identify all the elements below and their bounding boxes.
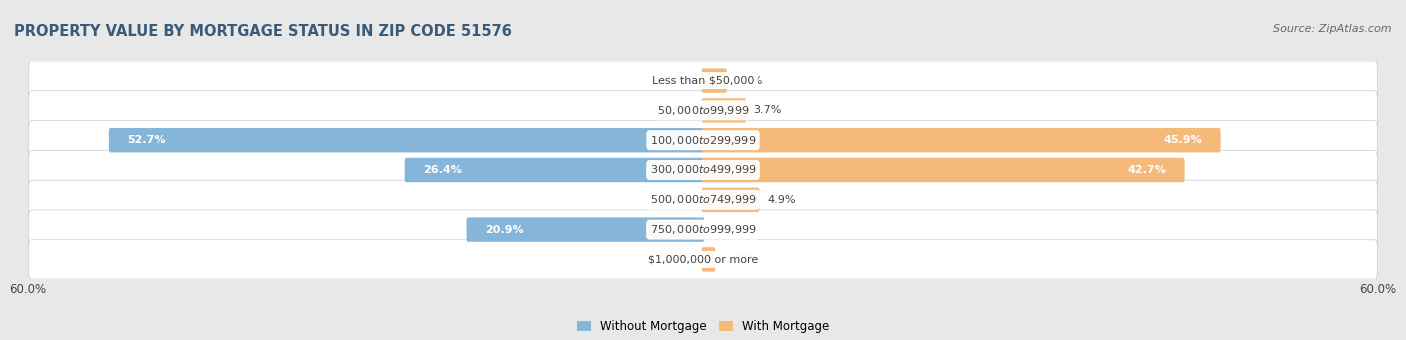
Text: 0.0%: 0.0% [714,225,742,235]
FancyBboxPatch shape [28,240,1378,279]
FancyBboxPatch shape [28,150,1378,190]
FancyBboxPatch shape [28,180,1378,220]
Text: 52.7%: 52.7% [127,135,166,145]
Legend: Without Mortgage, With Mortgage: Without Mortgage, With Mortgage [572,316,834,338]
Text: $50,000 to $99,999: $50,000 to $99,999 [657,104,749,117]
FancyBboxPatch shape [702,98,747,123]
FancyBboxPatch shape [108,128,704,152]
FancyBboxPatch shape [28,61,1378,100]
Text: 4.9%: 4.9% [768,195,796,205]
FancyBboxPatch shape [467,217,704,242]
Text: $500,000 to $749,999: $500,000 to $749,999 [650,193,756,206]
Text: 0.0%: 0.0% [664,75,692,86]
Text: 42.7%: 42.7% [1128,165,1167,175]
Text: 2.0%: 2.0% [734,75,763,86]
Text: $750,000 to $999,999: $750,000 to $999,999 [650,223,756,236]
Text: 3.7%: 3.7% [754,105,782,115]
Text: $100,000 to $299,999: $100,000 to $299,999 [650,134,756,147]
Text: PROPERTY VALUE BY MORTGAGE STATUS IN ZIP CODE 51576: PROPERTY VALUE BY MORTGAGE STATUS IN ZIP… [14,24,512,39]
FancyBboxPatch shape [28,120,1378,160]
Text: Source: ZipAtlas.com: Source: ZipAtlas.com [1274,24,1392,34]
Text: 20.9%: 20.9% [485,225,523,235]
FancyBboxPatch shape [702,247,716,272]
Text: $1,000,000 or more: $1,000,000 or more [648,254,758,265]
Text: 0.0%: 0.0% [664,254,692,265]
FancyBboxPatch shape [28,91,1378,130]
FancyBboxPatch shape [702,158,1185,182]
FancyBboxPatch shape [702,68,727,93]
FancyBboxPatch shape [702,188,759,212]
Text: 45.9%: 45.9% [1164,135,1202,145]
Text: 26.4%: 26.4% [423,165,461,175]
FancyBboxPatch shape [702,128,1220,152]
Text: 0.0%: 0.0% [664,105,692,115]
Text: 0.98%: 0.98% [723,254,758,265]
FancyBboxPatch shape [405,158,704,182]
Text: $300,000 to $499,999: $300,000 to $499,999 [650,164,756,176]
Text: 0.0%: 0.0% [664,195,692,205]
FancyBboxPatch shape [28,210,1378,249]
Text: Less than $50,000: Less than $50,000 [652,75,754,86]
